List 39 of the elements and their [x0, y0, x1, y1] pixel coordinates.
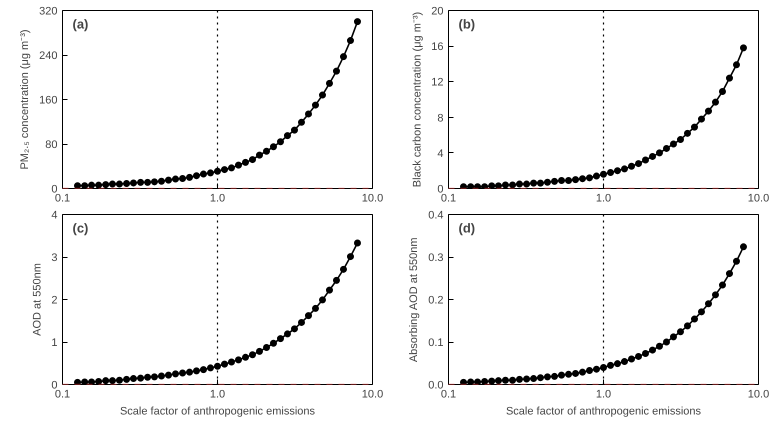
y-tick-label: 0	[51, 380, 58, 392]
annotation: (d)	[458, 220, 476, 236]
y-tick-label: 320	[39, 6, 58, 18]
y-tick-label: 12	[431, 76, 444, 89]
y-tick-label: 1	[51, 337, 58, 349]
y-tick-label: 20	[431, 6, 444, 18]
x-tick-label: 1.0	[596, 192, 612, 204]
y-tick-label: 0.2	[428, 294, 444, 306]
y-tick-label: 4	[437, 148, 444, 160]
y-tick-label: 240	[39, 50, 58, 62]
y-tick-label: 0.3	[428, 252, 444, 264]
y-tick-label: 80	[45, 139, 58, 151]
y-tick-label: 0.1	[428, 337, 444, 349]
y-tick-label: 8	[437, 112, 444, 124]
y-tick-label: 16	[431, 41, 444, 54]
y-tick-label: 0	[51, 184, 58, 196]
x-tick-label: 1.0	[210, 192, 226, 204]
annotation: (c)	[72, 220, 88, 236]
x-tick-label: 10.0	[362, 388, 384, 400]
y-tick-label: 0.4	[428, 210, 444, 222]
y-tick-label: 0	[437, 184, 444, 196]
y-tick-label: 4	[51, 210, 58, 222]
x-tick-label: 10.0	[748, 192, 770, 204]
y-tick-label: 3	[51, 252, 58, 264]
y-axis-title: Black carbon concentration (μg m⁻³)	[411, 12, 424, 188]
annotation: (a)	[72, 16, 88, 32]
y-axis-title: PM₂.₅ concentration (μg m⁻³)	[19, 29, 32, 170]
x-tick-label: 10.0	[748, 388, 770, 400]
x-tick-label: 1.0	[596, 388, 612, 400]
y-axis-title: Absorbing AOD at 550nm	[408, 237, 420, 362]
x-tick-label: 1.0	[210, 388, 226, 400]
y-tick-label: 0.0	[428, 380, 444, 392]
annotation: (b)	[458, 16, 476, 32]
y-tick-label: 160	[39, 94, 58, 106]
x-axis-title: Scale factor of anthropogenic emissions	[120, 406, 316, 418]
x-tick-label: 10.0	[362, 192, 384, 204]
x-axis-title: Scale factor of anthropogenic emissions	[506, 406, 702, 418]
y-tick-label: 2	[51, 294, 58, 306]
y-axis-title: AOD at 550nm	[31, 263, 44, 336]
